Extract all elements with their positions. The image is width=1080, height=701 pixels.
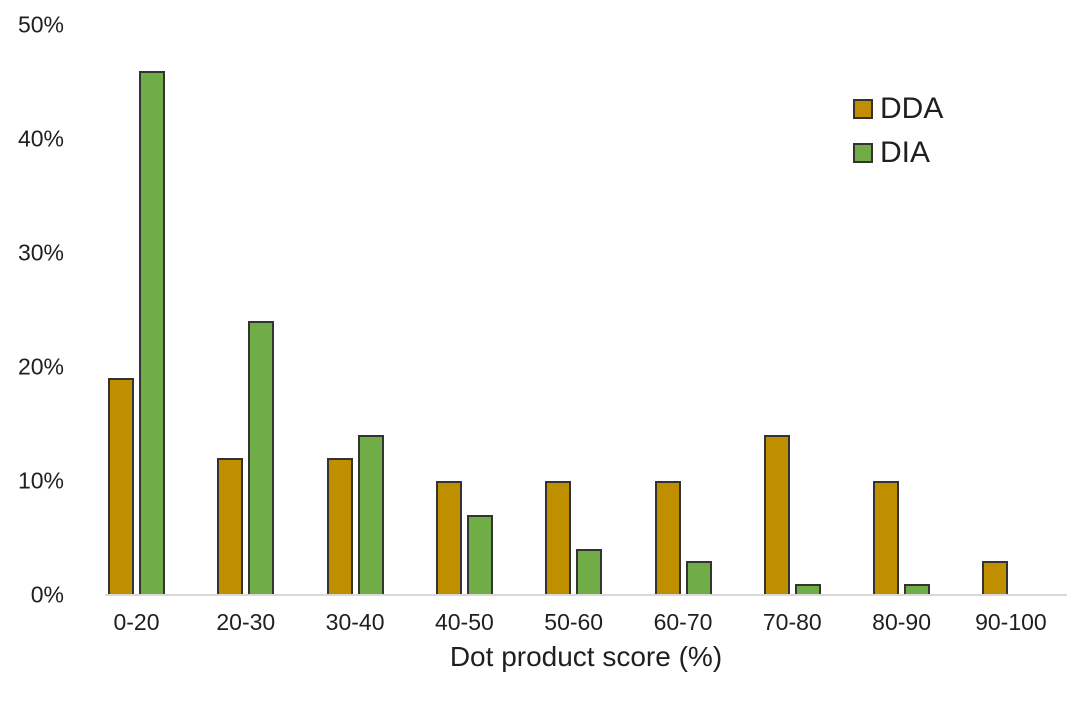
x-tick-label-80-90: 80-90 [872,609,932,635]
x-tick-label-40-50: 40-50 [434,609,494,635]
bar-dda-50-60 [545,481,572,595]
bar-dda-30-40 [326,458,353,595]
bar-dda-0-20 [108,378,134,595]
x-tick-label-60-70: 60-70 [653,609,713,635]
bar-dia-20-30 [248,321,275,595]
bar-dia-70-80 [794,584,821,595]
bar-dia-80-90 [904,584,931,595]
x-tick-label-70-80: 70-80 [762,609,822,635]
x-tick-label-20-30: 20-30 [216,609,276,635]
y-tick-label-40pct: 40% [17,125,64,152]
bar-dia-30-40 [357,435,384,595]
x-tick-label-50-60: 50-60 [544,609,604,635]
bar-dda-20-30 [217,458,244,595]
bar-dia-0-20 [139,71,165,595]
legend-item-dda: DDA [853,94,943,124]
y-tick-label-10pct: 10% [17,467,64,494]
x-axis-title: Dot product score (%) [449,641,723,672]
x-tick-label-0-20: 0-20 [113,609,160,635]
y-tick-label-0pct: 0% [30,581,64,608]
legend-swatch-dia [853,143,873,163]
legend-swatch-dda [853,99,873,119]
legend-item-dia: DIA [853,138,943,168]
legend-label-dda: DDA [880,92,944,125]
bar-dda-90-100 [982,561,1009,595]
bar-dia-60-70 [685,561,712,595]
bar-dda-40-50 [435,481,462,595]
y-tick-label-50pct: 50% [17,11,64,38]
bar-dia-50-60 [576,549,603,595]
y-tick-label-30pct: 30% [17,239,64,266]
x-tick-label-30-40: 30-40 [325,609,385,635]
x-axis-line [105,594,1067,596]
bar-dda-80-90 [873,481,900,595]
legend: DDA DIA [853,94,943,182]
x-tick-label-90-100: 90-100 [975,609,1047,635]
bar-dda-60-70 [654,481,681,595]
y-tick-label-20pct: 20% [17,353,64,380]
bar-dda-70-80 [763,435,790,595]
legend-label-dia: DIA [880,136,931,169]
bar-dia-40-50 [466,515,493,595]
